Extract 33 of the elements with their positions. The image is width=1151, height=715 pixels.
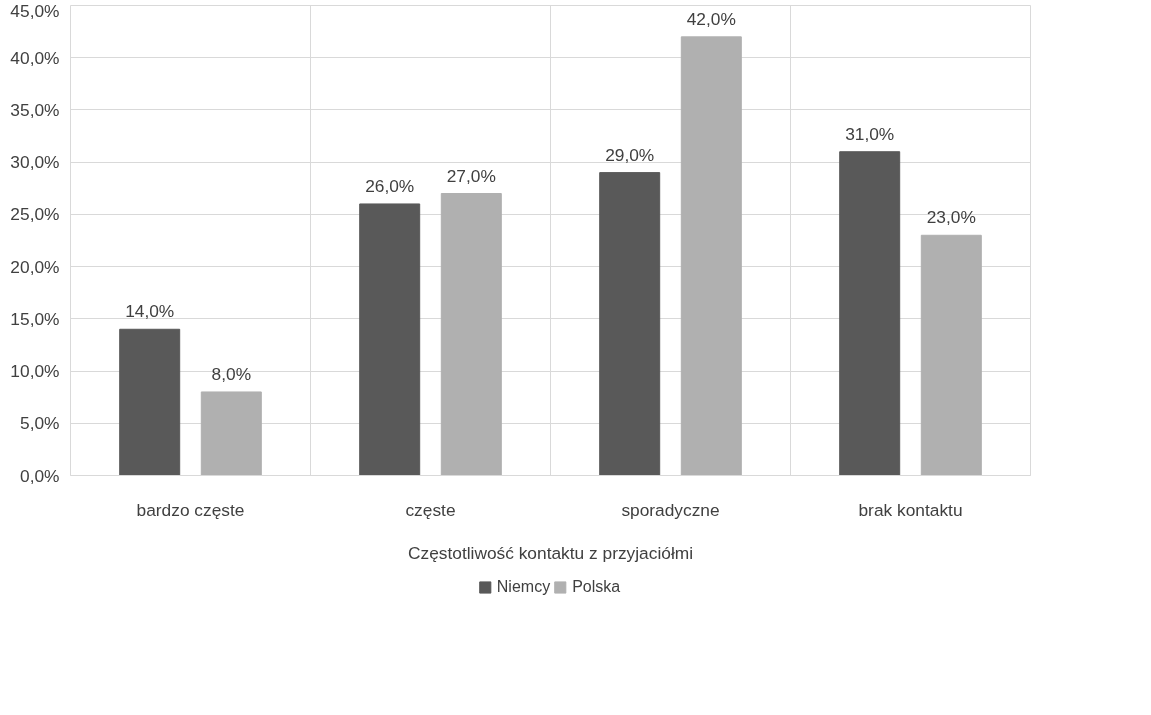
- data-label: 29,0%: [605, 144, 655, 165]
- x-axis-title: Częstotliwość kontaktu z przyjaciółmi: [407, 542, 694, 563]
- y-tick-label: 45,0%: [10, 0, 60, 21]
- y-tick-label: 0,0%: [20, 465, 60, 486]
- data-label: 14,0%: [125, 301, 175, 322]
- x-tick-label: częste: [405, 499, 456, 520]
- y-tick-label: 5,0%: [20, 413, 60, 434]
- bar: [200, 391, 262, 476]
- y-tick-label: 20,0%: [10, 256, 60, 277]
- y-tick-label: 15,0%: [10, 308, 60, 329]
- bar: [920, 234, 982, 476]
- y-tick-label: 25,0%: [10, 204, 60, 225]
- x-tick-label: bardzo częste: [136, 499, 245, 520]
- bar: [680, 36, 742, 476]
- data-label: 42,0%: [686, 8, 736, 29]
- data-label: 23,0%: [926, 207, 976, 228]
- data-label: 8,0%: [211, 363, 252, 384]
- legend-label: Niemcy: [496, 577, 551, 596]
- bar: [440, 193, 502, 476]
- bar: [359, 203, 421, 476]
- y-tick-label: 10,0%: [10, 361, 60, 382]
- bar: [599, 172, 661, 476]
- legend-label: Polska: [572, 577, 621, 596]
- data-label: 26,0%: [365, 175, 415, 196]
- data-label: 27,0%: [446, 165, 496, 186]
- x-tick-label: brak kontaktu: [858, 499, 963, 520]
- data-label: 31,0%: [845, 123, 895, 144]
- bar: [839, 151, 901, 476]
- x-tick-label: sporadyczne: [621, 499, 720, 520]
- y-tick-label: 30,0%: [10, 152, 60, 173]
- y-tick-label: 40,0%: [10, 47, 60, 68]
- bar: [119, 328, 181, 476]
- y-tick-label: 35,0%: [10, 99, 60, 120]
